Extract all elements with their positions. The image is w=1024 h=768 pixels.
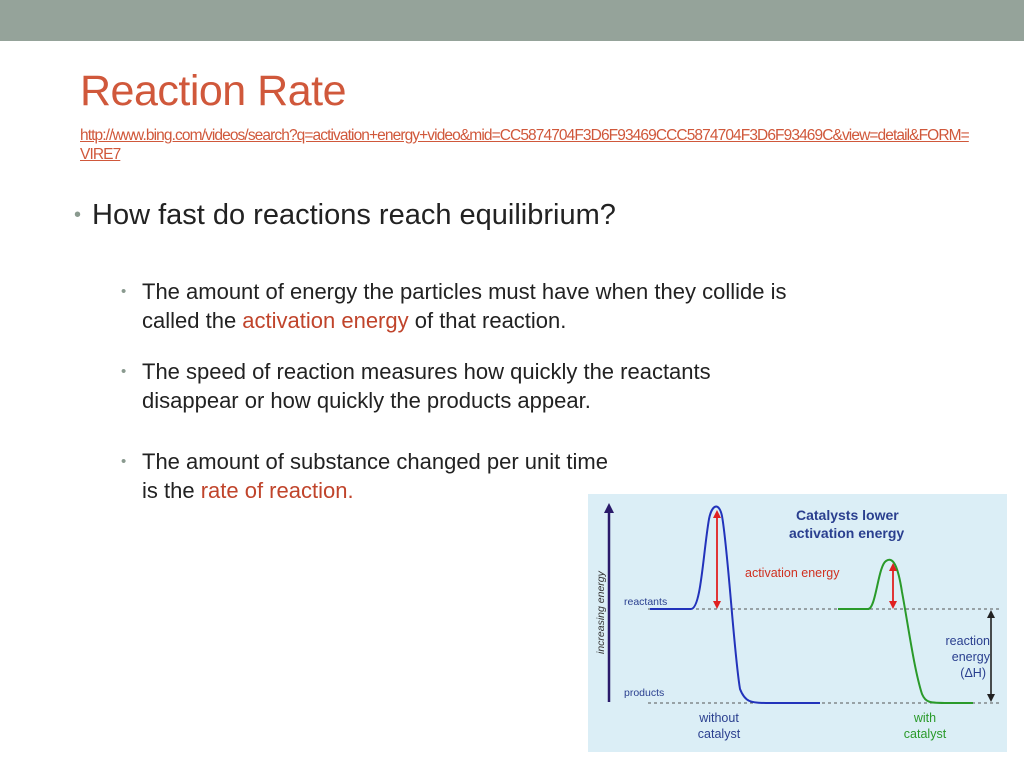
sub-bullet-text: The amount of substance changed per unit… xyxy=(142,449,608,474)
sub-bullet-text: disappear or how quickly the products ap… xyxy=(142,388,591,413)
video-link[interactable]: http://www.bing.com/videos/search?q=acti… xyxy=(80,127,970,163)
without-catalyst-label-line1: without xyxy=(698,711,739,725)
top-banner xyxy=(0,0,1024,41)
bullet-dot-icon: • xyxy=(121,363,127,380)
energy-diagram-svg: increasing energy Catalysts lower activa… xyxy=(595,503,1000,741)
reaction-energy-label-line3: (ΔH) xyxy=(960,666,986,680)
sub-bullet-text: The speed of reaction measures how quick… xyxy=(142,359,711,384)
with-catalyst-label-line1: with xyxy=(913,711,936,725)
main-bullet-text: How fast do reactions reach equilibrium? xyxy=(92,199,616,231)
with-catalyst-label-line2: catalyst xyxy=(904,727,947,741)
bullet-dot-icon: • xyxy=(121,453,127,470)
sub-bullet-text: is the xyxy=(142,478,201,503)
sub-bullet-activation: • The amount of energy the particles mus… xyxy=(121,277,974,335)
bullet-list: • How fast do reactions reach equilibriu… xyxy=(74,197,974,505)
bullet-dot-icon: • xyxy=(74,204,82,226)
catalysed-curve xyxy=(838,558,973,704)
sub-bullet-text: of that reaction. xyxy=(408,308,567,333)
uncatalysed-curve xyxy=(650,505,820,704)
main-bullet: • How fast do reactions reach equilibriu… xyxy=(74,197,974,233)
activation-energy-label: activation energy xyxy=(745,566,840,580)
activation-energy-term: activation energy xyxy=(242,308,409,333)
rate-of-reaction-term: rate of reaction. xyxy=(200,478,354,503)
reaction-energy-label-line2: energy xyxy=(952,650,991,664)
bullet-dot-icon: • xyxy=(121,283,127,300)
without-catalyst-label-line2: catalyst xyxy=(698,727,741,741)
reaction-energy-label-line1: reaction xyxy=(946,634,991,648)
sub-bullet-text: The amount of energy the particles must … xyxy=(142,279,787,304)
figure-heading-line2: activation energy xyxy=(789,525,904,541)
y-axis-label: increasing energy xyxy=(595,570,607,654)
sub-bullet-text: called the xyxy=(142,308,243,333)
sub-bullet-rate: • The amount of substance changed per un… xyxy=(121,447,974,505)
products-label: products xyxy=(624,687,664,699)
catalyst-energy-diagram: increasing energy Catalysts lower activa… xyxy=(588,494,1007,752)
slide-title: Reaction Rate xyxy=(80,67,347,115)
reactants-label: reactants xyxy=(624,596,667,608)
sub-bullet-speed: • The speed of reaction measures how qui… xyxy=(121,357,974,415)
figure-heading-line1: Catalysts lower xyxy=(796,507,899,523)
